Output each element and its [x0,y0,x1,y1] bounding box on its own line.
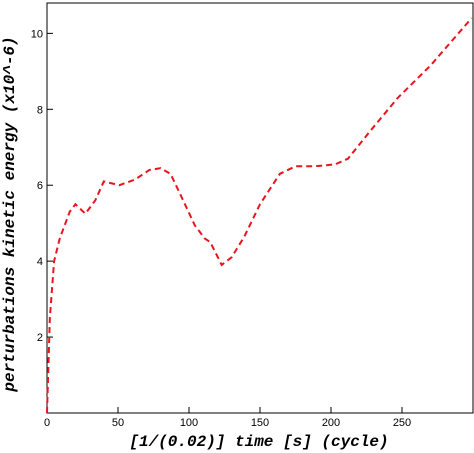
x-tick-label: 50 [112,417,124,429]
x-tick-label: 200 [322,417,340,429]
y-axis-label: perturbations kinetic energy (x10^-6) [1,36,19,392]
x-axis-label: [1/(0.02)] time [s] (cycle) [129,433,388,451]
y-tick-label: 4 [37,256,43,268]
y-tick-label: 8 [37,104,43,116]
plot-frame [46,2,474,414]
y-tick-label: 2 [37,332,43,344]
x-tick-label: 250 [393,417,411,429]
x-tick-label: 0 [44,417,50,429]
y-tick-label: 6 [37,180,43,192]
y-tick-label: 10 [31,28,43,40]
x-tick-label: 100 [180,417,198,429]
data-line [46,17,473,414]
x-tick-label: 150 [251,417,269,429]
